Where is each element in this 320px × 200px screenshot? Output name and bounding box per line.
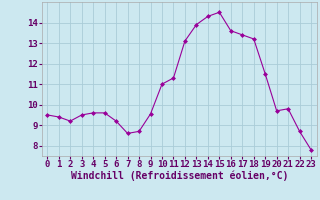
X-axis label: Windchill (Refroidissement éolien,°C): Windchill (Refroidissement éolien,°C) [70, 171, 288, 181]
